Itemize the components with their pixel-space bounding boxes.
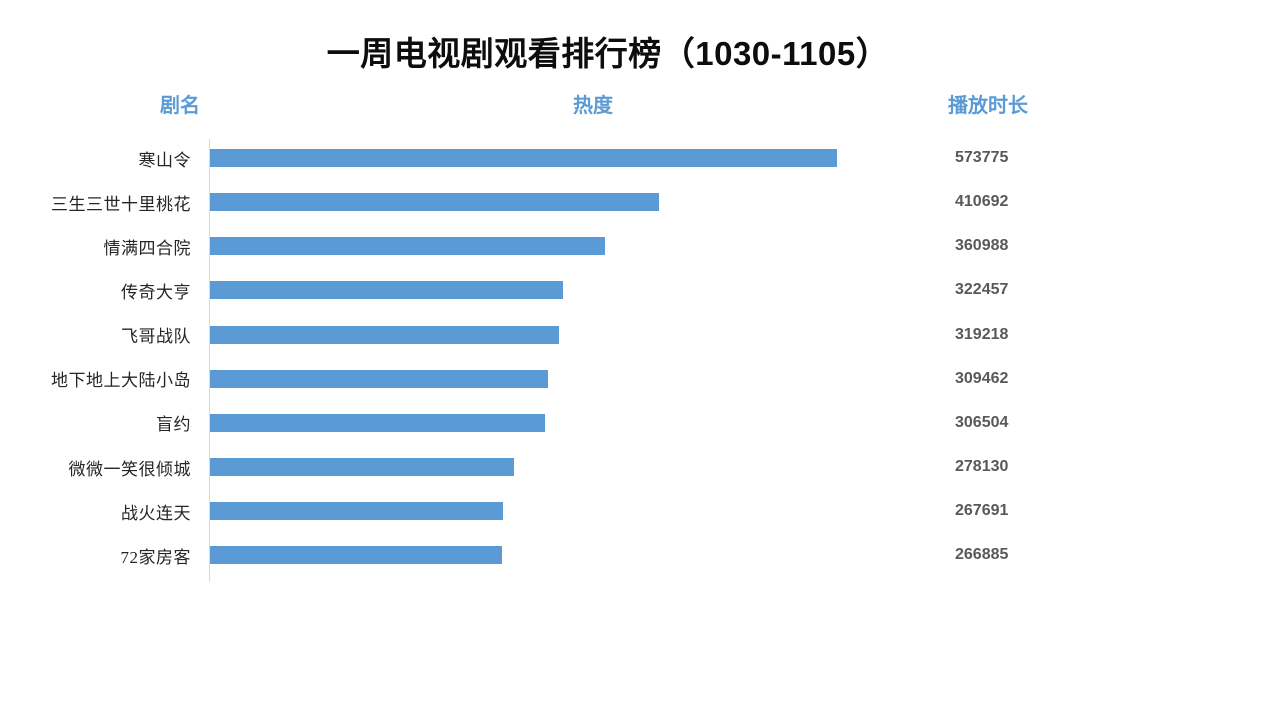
- category-label: 寒山令: [138, 150, 191, 170]
- value-label: 319218: [955, 325, 1009, 343]
- value-label: 266885: [955, 546, 1009, 564]
- value-label: 322457: [955, 281, 1009, 299]
- chart-row: 72家房客 266885: [0, 533, 1280, 577]
- chart-row: 飞哥战队 319218: [0, 313, 1280, 357]
- chart-title: 一周电视剧观看排行榜（1030-1105）: [326, 35, 890, 72]
- bar: [210, 193, 659, 212]
- bar: [210, 237, 605, 256]
- bar: [210, 458, 514, 477]
- value-label: 309462: [955, 369, 1009, 387]
- value-label: 410692: [955, 193, 1009, 211]
- category-label: 盲约: [156, 415, 191, 435]
- bar-rows: 寒山令 573775 三生三世十里桃花 410692 情满四合院 360988 传奇大亨 32…: [0, 136, 1280, 577]
- chart-row: 三生三世十里桃花 410692: [0, 180, 1280, 224]
- bar: [210, 149, 837, 168]
- chart-row: 传奇大亨 322457: [0, 268, 1280, 312]
- value-label: 267691: [955, 502, 1009, 520]
- category-label: 传奇大亨: [121, 282, 191, 302]
- chart-row: 寒山令 573775: [0, 136, 1280, 180]
- category-label: 微微一笑很倾城: [68, 459, 191, 479]
- category-label: 飞哥战队: [121, 327, 191, 347]
- category-label: 地下地上大陆小岛: [51, 371, 191, 391]
- bar: [210, 502, 503, 521]
- chart-row: 地下地上大陆小岛 309462: [0, 357, 1280, 401]
- bar: [210, 369, 548, 388]
- category-label: 72家房客: [120, 547, 191, 567]
- column-header-play-duration: 播放时长: [948, 95, 1028, 117]
- bar: [210, 413, 545, 432]
- category-label: 战火连天: [121, 503, 191, 523]
- y-axis-line: [209, 139, 210, 582]
- value-label: 573775: [955, 149, 1009, 167]
- column-header-drama-name: 剧名: [160, 95, 200, 117]
- chart-row: 战火连天 267691: [0, 489, 1280, 533]
- bar: [210, 325, 559, 344]
- column-header-heat: 热度: [573, 95, 613, 117]
- value-label: 360988: [955, 237, 1009, 255]
- chart-row: 盲约 306504: [0, 401, 1280, 445]
- bar: [210, 546, 502, 565]
- chart-row: 情满四合院 360988: [0, 224, 1280, 268]
- value-label: 306504: [955, 413, 1009, 431]
- category-label: 情满四合院: [103, 238, 191, 258]
- chart-row: 微微一笑很倾城 278130: [0, 445, 1280, 489]
- bar: [210, 281, 563, 300]
- value-label: 278130: [955, 458, 1009, 476]
- category-label: 三生三世十里桃花: [51, 194, 191, 214]
